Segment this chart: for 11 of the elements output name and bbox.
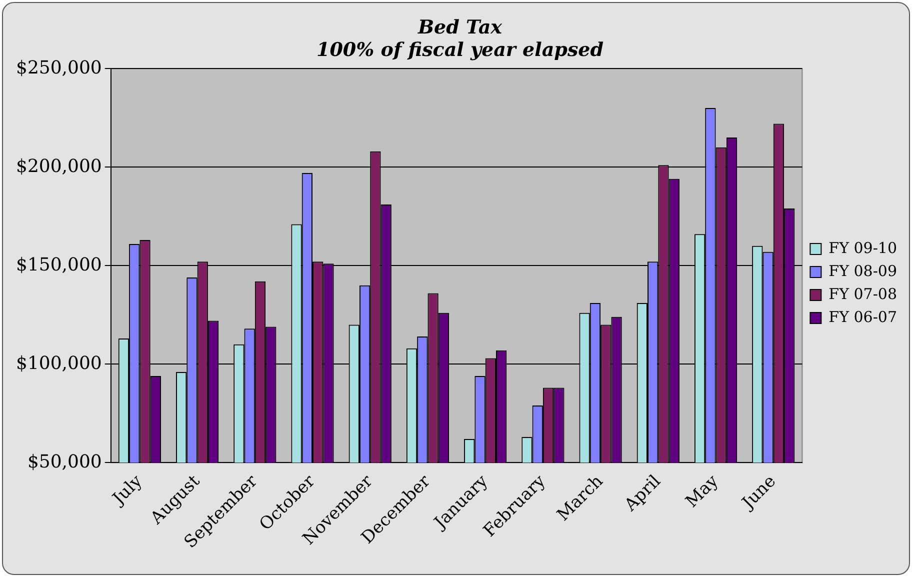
y-tick-label: $250,000 [16,57,102,78]
legend-label: FY 08-09 [828,262,898,280]
legend-label: FY 07-08 [828,284,898,303]
y-tick-label: $50,000 [27,451,102,472]
text: 100% of fiscal year elapsed [316,39,604,62]
y-tick-label: $150,000 [16,254,102,276]
y-tick-label: $200,000 [16,156,102,177]
text: Bed Tax [418,16,502,38]
y-tick-label: $100,000 [16,352,102,374]
legend-label: FY 09-10 [828,238,898,257]
legend-label: FY 06-07 [828,308,898,326]
